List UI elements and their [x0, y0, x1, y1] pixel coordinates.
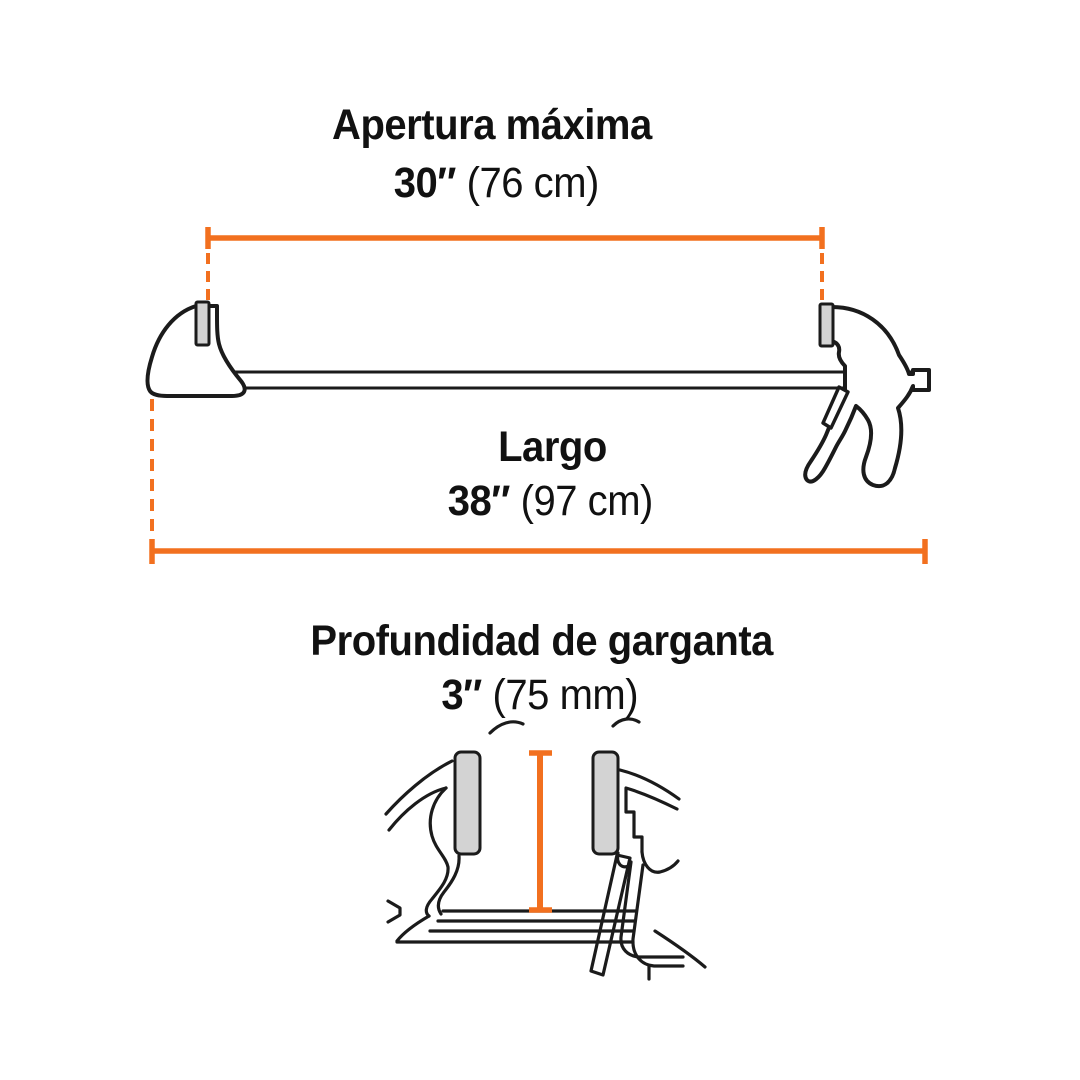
detail-left-pad	[453, 750, 482, 856]
right-arm-inner	[624, 786, 679, 811]
throat-detail-view	[384, 717, 707, 981]
fixed-jaw-pad	[194, 300, 211, 347]
dimension-largo	[149, 399, 928, 564]
clamp-side-view	[145, 300, 931, 488]
apertura-value: 30″ (76 cm)	[393, 159, 599, 207]
trigger-lever	[821, 385, 850, 430]
left-neck-outer	[424, 786, 450, 918]
break-mark-right	[611, 717, 641, 728]
detail-right-pad	[591, 750, 620, 856]
right-step-profile	[624, 787, 644, 854]
grip-front-outer	[631, 863, 685, 968]
left-foot-curve	[395, 914, 431, 943]
left-arm-outer	[384, 759, 454, 816]
clamp-bar	[214, 370, 920, 390]
right-knuckle-sweep	[640, 850, 680, 874]
moving-jaw-pad	[818, 302, 835, 348]
right-arm-outer	[618, 768, 681, 801]
fixed-jaw	[145, 304, 247, 398]
left-arm-inner	[387, 786, 448, 832]
apertura-label: Apertura máxima	[332, 101, 652, 149]
left-break-chevron	[386, 899, 402, 924]
garganta-value: 3″ (75 mm)	[441, 671, 639, 719]
dimension-apertura	[205, 227, 825, 303]
left-neck-inner	[436, 854, 461, 916]
dimension-garganta	[529, 750, 552, 913]
right-knuckle-hook	[615, 851, 631, 869]
largo-value: 38″ (97 cm)	[447, 477, 653, 525]
break-mark-left	[488, 720, 525, 735]
garganta-label: Profundidad de garganta	[310, 617, 774, 665]
bottom-right-curve	[653, 929, 707, 969]
largo-label: Largo	[497, 423, 607, 471]
